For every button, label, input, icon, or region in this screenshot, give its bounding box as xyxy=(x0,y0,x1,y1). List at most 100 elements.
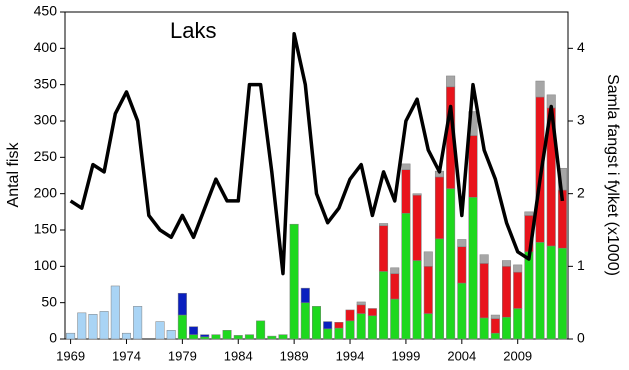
bar-segment xyxy=(133,306,143,340)
bar-segment xyxy=(535,80,545,98)
bar-segment xyxy=(356,304,366,314)
y-tick-label: 350 xyxy=(34,75,58,91)
bar-segment xyxy=(390,267,400,274)
bar-segment xyxy=(66,332,76,340)
bar-segment xyxy=(379,225,389,272)
x-tick-label: 1984 xyxy=(224,348,253,363)
bar-segment xyxy=(524,211,534,216)
bar-segment xyxy=(334,327,344,340)
bar-segment xyxy=(323,321,333,330)
line-series xyxy=(69,32,565,276)
bar-segment xyxy=(390,273,400,300)
bar-segment xyxy=(300,287,310,303)
bar-segment xyxy=(256,320,266,340)
y2-tick-label: 3 xyxy=(577,112,585,128)
bar-segment xyxy=(233,335,243,340)
y-axis-label: Antal fisk xyxy=(5,142,22,208)
bar-segment xyxy=(423,251,433,267)
y2-tick-label: 2 xyxy=(577,184,585,200)
bar-segment xyxy=(278,334,288,340)
y-tick-label: 200 xyxy=(34,184,58,200)
bar-segment xyxy=(88,314,98,340)
bar-segment xyxy=(457,239,467,247)
x-tick-label: 1994 xyxy=(336,348,365,363)
bar-segment xyxy=(323,328,333,340)
bar-segment xyxy=(211,334,221,340)
bar-segment xyxy=(412,193,422,196)
bar-segment xyxy=(457,246,467,284)
bar-segment xyxy=(434,176,444,239)
y-tick-label: 400 xyxy=(34,39,58,55)
bar-segment xyxy=(166,330,176,340)
bar-segment xyxy=(557,247,567,340)
bar-segment xyxy=(77,312,87,340)
bar-segment xyxy=(244,334,254,340)
bar-segment xyxy=(289,223,299,340)
bar-segment xyxy=(300,302,310,340)
y-tick-label: 300 xyxy=(34,112,58,128)
bar-segment xyxy=(479,317,489,340)
bar-segment xyxy=(345,309,355,322)
x-tick-label: 1979 xyxy=(168,348,197,363)
bar-segment xyxy=(513,271,523,309)
y2-axis-label: Samla fangst i fylket (x1000) xyxy=(604,74,621,276)
x-tick-label: 1989 xyxy=(280,348,309,363)
bar-segment xyxy=(479,263,489,319)
bar-segment xyxy=(379,271,389,340)
bar-segment xyxy=(535,242,545,340)
bar-segment xyxy=(423,266,433,314)
bar-segment xyxy=(468,197,478,340)
y2-tick-label: 1 xyxy=(577,257,585,273)
bar-segment xyxy=(379,223,389,226)
bar-segment xyxy=(189,334,199,340)
bar-segment xyxy=(401,213,411,340)
bar-segment xyxy=(189,326,199,335)
bar-segment xyxy=(513,264,523,273)
bar-segment xyxy=(200,334,210,338)
bar-segment xyxy=(446,75,456,88)
bar-segment xyxy=(177,314,187,340)
y2-tick-label: 4 xyxy=(577,39,585,55)
bar-segment xyxy=(390,298,400,340)
bar-segment xyxy=(99,311,109,340)
bar-segment xyxy=(155,321,165,340)
bar-segment xyxy=(412,194,422,261)
bar-segment xyxy=(502,316,512,340)
bar-segment xyxy=(222,330,232,340)
bar-segment xyxy=(434,238,444,340)
x-tick-label: 2009 xyxy=(503,348,532,363)
bar-segment xyxy=(200,336,210,340)
x-tick-label: 1999 xyxy=(391,348,420,363)
bar-segment xyxy=(502,260,512,267)
bar-segment xyxy=(457,282,467,340)
bar-segment xyxy=(401,169,411,214)
bar-segment xyxy=(334,322,344,329)
bar-segment xyxy=(356,313,366,340)
bar-segment xyxy=(423,313,433,340)
y2-tick-label: 0 xyxy=(577,330,585,346)
bar-segment xyxy=(468,135,478,198)
bar-segment xyxy=(356,301,366,306)
x-tick-label: 1974 xyxy=(112,348,141,363)
y-tick-label: 250 xyxy=(34,148,58,164)
bar-segment xyxy=(446,188,456,340)
bar-segment xyxy=(345,320,355,340)
bar-segment xyxy=(121,332,131,340)
bar-segment xyxy=(367,308,377,316)
bar-segment xyxy=(177,292,187,316)
bar-segment xyxy=(502,266,512,318)
y-tick-label: 100 xyxy=(34,257,58,273)
bar-segment xyxy=(110,285,120,340)
y-tick-label: 50 xyxy=(41,293,57,309)
bar-segment xyxy=(401,163,411,170)
y-tick-label: 450 xyxy=(34,3,58,19)
bar-segment xyxy=(490,314,500,319)
chart-annotation: Laks xyxy=(170,18,216,43)
bar-segment xyxy=(490,318,500,334)
x-tick-label: 1969 xyxy=(56,348,85,363)
y-tick-label: 150 xyxy=(34,221,58,237)
bar-segment xyxy=(490,332,500,340)
bar-segment xyxy=(367,315,377,340)
bar-segment xyxy=(412,260,422,340)
